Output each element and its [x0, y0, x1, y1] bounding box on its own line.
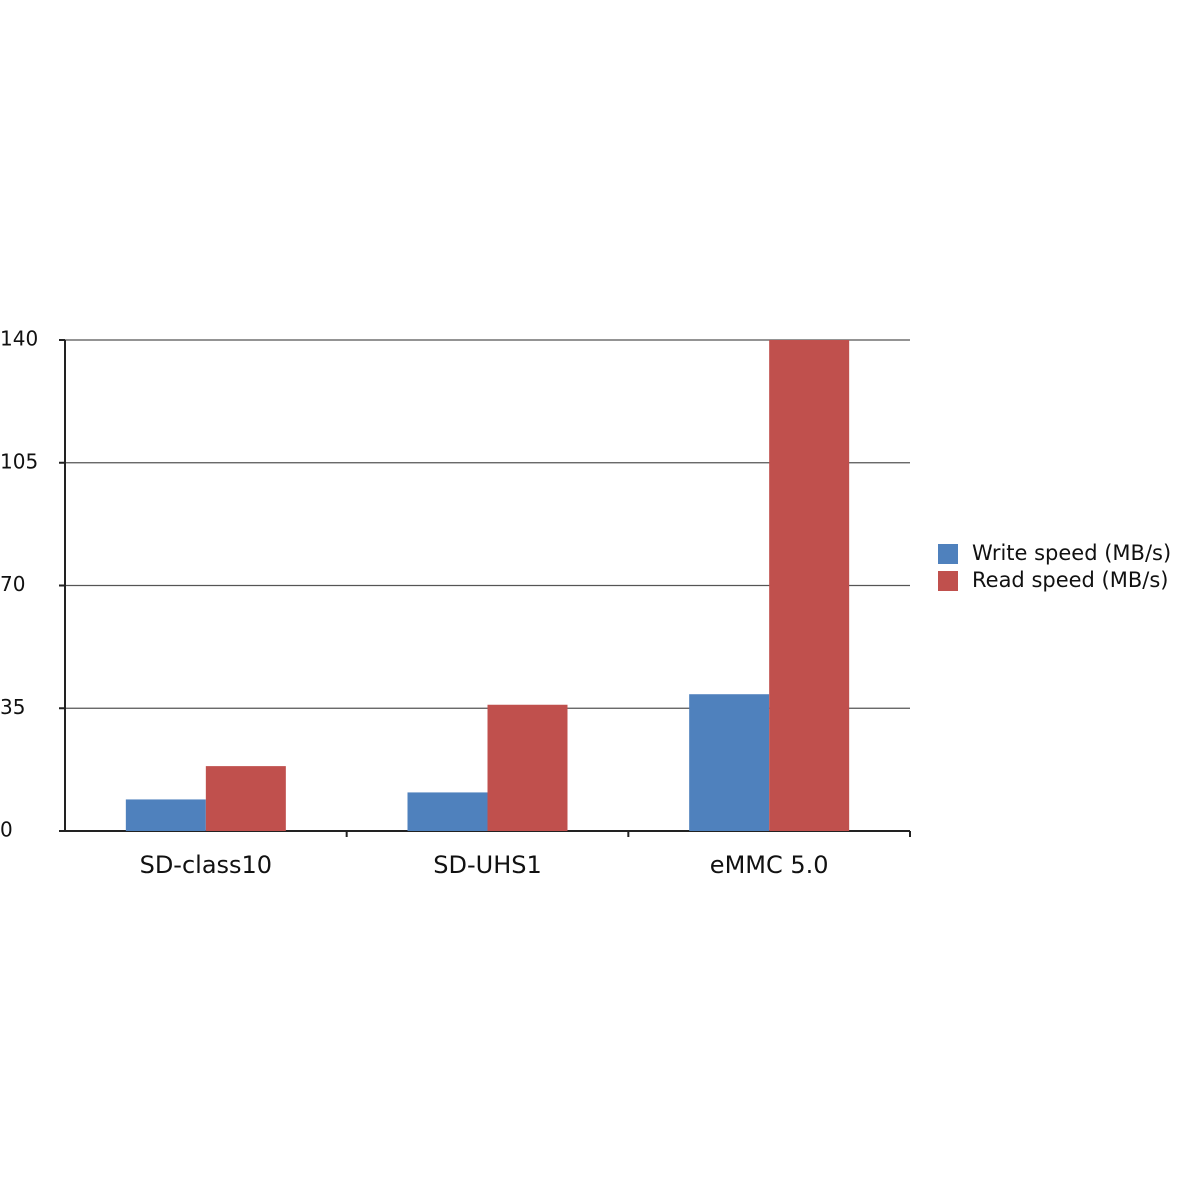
- bar: [205, 766, 286, 831]
- x-tick-label: SD-UHS1: [433, 851, 542, 879]
- y-tick-label: 140: [0, 327, 38, 351]
- y-tick-label: 35: [0, 695, 25, 719]
- y-tick-label: 70: [0, 572, 25, 596]
- bar: [769, 340, 850, 831]
- x-tick-label: SD-class10: [140, 851, 273, 879]
- y-tick-label: 105: [0, 449, 38, 473]
- bar: [487, 704, 568, 831]
- y-tick-label: 0: [0, 818, 13, 842]
- bar: [125, 799, 206, 831]
- legend-swatch: [938, 571, 958, 591]
- legend-label: Write speed (MB/s): [972, 541, 1171, 565]
- legend-swatch: [938, 544, 958, 564]
- legend-label: Read speed (MB/s): [972, 568, 1169, 592]
- bar: [407, 792, 488, 831]
- bar: [689, 694, 770, 831]
- x-tick-label: eMMC 5.0: [710, 851, 829, 879]
